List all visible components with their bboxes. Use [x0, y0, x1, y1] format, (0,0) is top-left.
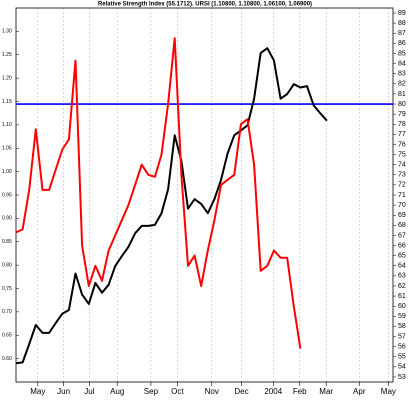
y2-tick-label: 69: [398, 212, 406, 219]
y2-tick-label: 88: [398, 20, 406, 27]
x-tick-label: 2004: [264, 387, 282, 396]
y-tick-label: 0.85: [2, 239, 12, 245]
y2-tick-label: 83: [398, 71, 406, 78]
y2-tick-label: 62: [398, 283, 406, 290]
y2-tick-label: 79: [398, 111, 406, 118]
y2-tick-label: 70: [398, 202, 406, 209]
x-tick-label: Sep: [144, 387, 159, 396]
y2-tick-label: 65: [398, 252, 406, 259]
y-tick-label: 0.60: [2, 356, 12, 362]
chart-title: Relative Strength Index (55.1712). URSI …: [98, 2, 312, 8]
x-tick-label: Oct: [171, 387, 184, 396]
y2-tick-label: 86: [398, 40, 406, 47]
y2-tick-label: 71: [398, 192, 406, 199]
y-tick-label: 1.10: [2, 122, 12, 128]
y2-tick-label: 61: [398, 293, 406, 300]
series-line: [15, 37, 302, 349]
y-tick-label: 1.00: [2, 169, 12, 175]
y2-tick-label: 63: [398, 273, 406, 280]
y2-tick-label: 81: [398, 91, 406, 98]
y-tick-label: 0.90: [2, 216, 12, 222]
y-tick-label: 1.20: [2, 75, 12, 81]
y2-tick-label: 76: [398, 141, 406, 148]
series-line: [15, 47, 328, 365]
x-tick-label: May: [30, 387, 45, 396]
y2-tick-label: 74: [398, 162, 406, 169]
y-tick-label: 1.25: [2, 52, 12, 58]
y2-tick-label: 72: [398, 182, 406, 189]
y2-tick-label: 75: [398, 151, 406, 158]
y2-tick-label: 57: [398, 333, 406, 340]
y2-tick-label: 60: [398, 303, 406, 310]
x-tick-label: Jul: [84, 387, 94, 396]
x-tick-label: Dec: [234, 387, 248, 396]
x-tick-label: May: [381, 387, 396, 396]
y2-tick-label: 85: [398, 50, 406, 57]
y-tick-label: 0.70: [2, 309, 12, 315]
y2-tick-label: 82: [398, 81, 406, 88]
y-tick-label: 0.95: [2, 192, 12, 198]
y-tick-label: 0.75: [2, 286, 12, 292]
y2-tick-label: 66: [398, 242, 406, 249]
y-tick-label: 1.15: [2, 99, 12, 105]
y2-tick-label: 84: [398, 60, 406, 67]
y2-tick-label: 64: [398, 263, 406, 270]
x-tick-label: Mar: [319, 387, 333, 396]
x-tick-label: Nov: [205, 387, 219, 396]
y2-tick-label: 56: [398, 343, 406, 350]
y2-tick-label: 55: [398, 354, 406, 361]
y2-tick-label: 53: [398, 374, 406, 381]
y2-tick-label: 73: [398, 172, 406, 179]
y2-tick-label: 58: [398, 323, 406, 330]
y2-tick-label: 54: [398, 364, 406, 371]
y-tick-label: 0.80: [2, 262, 12, 268]
y2-tick-label: 77: [398, 131, 406, 138]
y2-tick-label: 59: [398, 313, 406, 320]
y2-tick-label: 68: [398, 222, 406, 229]
x-tick-label: Feb: [293, 387, 307, 396]
y2-tick-label: 89: [398, 10, 406, 17]
x-tick-label: Aug: [110, 387, 124, 396]
y-tick-label: 0.65: [2, 333, 12, 339]
y-tick-label: 1.05: [2, 146, 12, 152]
x-tick-label: Apr: [353, 387, 366, 396]
y2-tick-label: 87: [398, 30, 406, 37]
plot-frame: [15, 7, 394, 383]
y2-tick-label: 67: [398, 232, 406, 239]
x-tick-label: Jun: [57, 387, 70, 396]
y-tick-label: 1.30: [2, 29, 12, 35]
y2-tick-label: 80: [398, 101, 406, 108]
y2-tick-label: 78: [398, 121, 406, 128]
